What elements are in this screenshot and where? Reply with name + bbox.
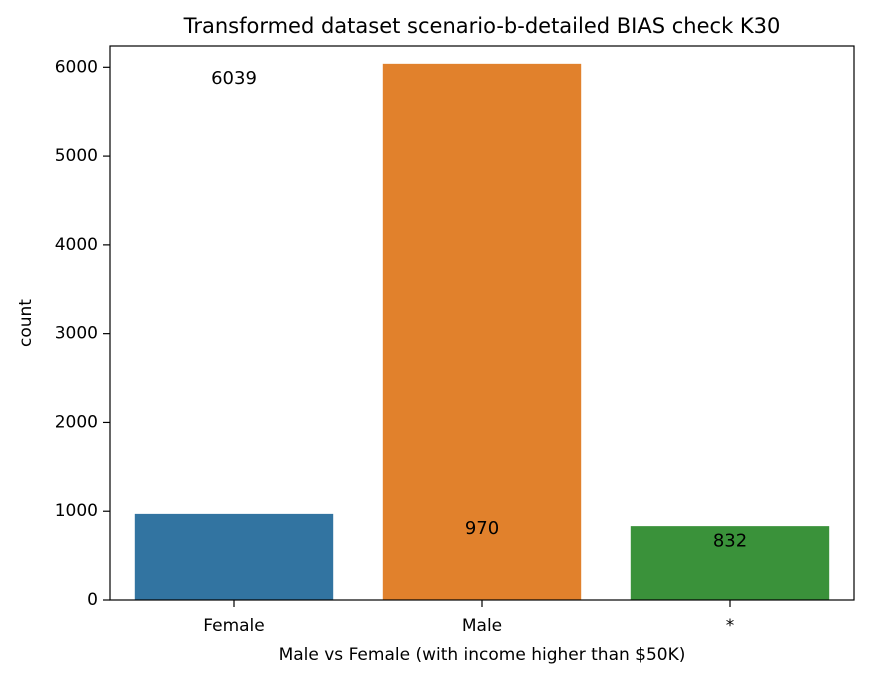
- data-label: 832: [713, 530, 747, 551]
- y-axis-label: count: [16, 299, 36, 347]
- y-tick-label: 2000: [55, 412, 98, 432]
- y-tick-label: 5000: [55, 146, 98, 166]
- x-tick-label: *: [726, 616, 735, 636]
- x-tick-label: Female: [203, 616, 264, 636]
- y-tick-label: 1000: [55, 501, 98, 521]
- bar-male: [382, 63, 582, 600]
- y-axis: 0 1000 2000 3000 4000 5000 6000: [55, 57, 110, 610]
- data-label: 970: [465, 518, 499, 539]
- data-label: 6039: [211, 68, 257, 89]
- bars-layer: [134, 63, 830, 600]
- data-labels-layer: 6039 970 832: [211, 68, 747, 552]
- y-tick-label: 3000: [55, 324, 98, 344]
- x-axis-label: Male vs Female (with income higher than …: [279, 645, 686, 665]
- bar-other: [630, 526, 830, 600]
- chart-title: Transformed dataset scenario-b-detailed …: [183, 14, 781, 38]
- x-axis: Female Male *: [203, 600, 734, 636]
- y-tick-label: 0: [87, 590, 98, 610]
- bar-female: [134, 513, 334, 600]
- y-tick-label: 4000: [55, 235, 98, 255]
- y-tick-label: 6000: [55, 57, 98, 77]
- x-tick-label: Male: [462, 616, 502, 636]
